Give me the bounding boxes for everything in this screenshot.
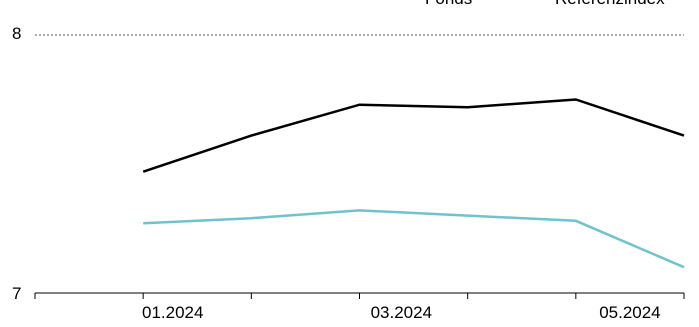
series-layer [142, 98, 685, 269]
x-tick-label: 05.2024 [599, 303, 660, 322]
x-axis [34, 292, 685, 299]
legend-label: Referenzindex [555, 0, 665, 8]
legend: Fonds Referenzindex [425, 0, 665, 8]
x-tick-label: 03.2024 [371, 303, 432, 322]
series-line-fonds [142, 98, 685, 173]
y-tick-label: 7 [12, 284, 21, 303]
tick-labels: 01.2024 03.2024 05.2024 7 8 [12, 24, 661, 322]
x-tick-label: 01.2024 [142, 303, 203, 322]
series-line-referenzindex [143, 209, 685, 269]
y-tick-label: 8 [12, 24, 21, 43]
legend-label: Fonds [425, 0, 472, 8]
